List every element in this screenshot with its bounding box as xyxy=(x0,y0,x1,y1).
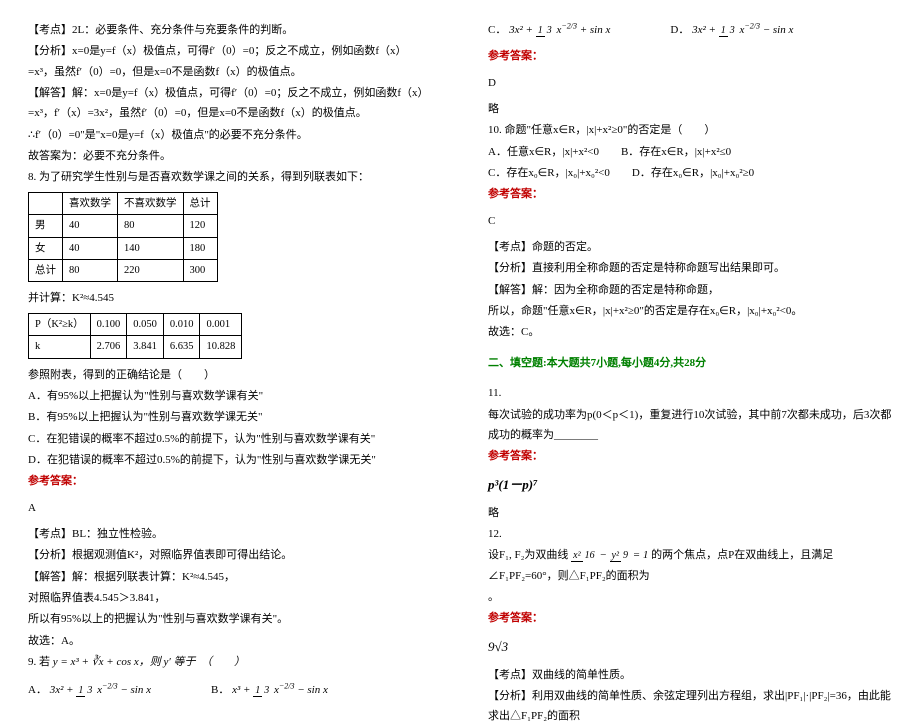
text: 对照临界值表4.545＞3.841， xyxy=(28,588,432,608)
cell: 220 xyxy=(118,260,184,282)
formula: 3x² + 13 x−2/3 − sin x xyxy=(50,684,151,696)
hyperbola-formula: x²16 − y²9 = 1 xyxy=(571,549,651,561)
text: 【考点】BL：独立性检验。 xyxy=(28,524,432,544)
formula: 3x² + 13 x−2/3 + sin x xyxy=(509,24,610,36)
cell: 总计 xyxy=(183,192,217,214)
q9-label: 9. 若 xyxy=(28,656,50,668)
cell: 0.050 xyxy=(127,313,164,335)
q12-blank: 。 xyxy=(488,587,892,607)
question-12: 12. xyxy=(488,524,892,544)
formula: 3x² + 13 x−2/3 − sin x xyxy=(692,24,793,36)
label: B． xyxy=(211,684,229,696)
option-b: B．有95%以上把握认为"性别与喜欢数学课无关" xyxy=(28,407,432,427)
label: C． xyxy=(488,24,506,36)
cell: 10.828 xyxy=(200,336,242,358)
right-column: C． 3x² + 13 x−2/3 + sin x D． 3x² + 13 x−… xyxy=(460,0,920,651)
cell: 140 xyxy=(118,237,184,259)
text: 【解答】解：因为全称命题的否定是特称命题， xyxy=(488,280,892,300)
text: 故选：A。 xyxy=(28,631,432,651)
cell: 不喜欢数学 xyxy=(118,192,184,214)
answer-heading: 参考答案： xyxy=(488,46,892,66)
text: 【分析】利用双曲线的简单性质、余弦定理列出方程组，求出|PF₁|·|PF₂|=3… xyxy=(488,686,892,727)
label: A． xyxy=(28,684,47,696)
text: 【分析】x=0是y=f（x）极值点，可得f′（0）=0；反之不成立，例如函数f（… xyxy=(28,41,432,82)
answer-9: D xyxy=(488,73,892,93)
cell: 40 xyxy=(63,215,118,237)
text: 【考点】2L：必要条件、充分条件与充要条件的判断。 xyxy=(28,20,432,40)
text: 【解答】解：根据列联表计算：K²≈4.545， xyxy=(28,567,432,587)
text: ∴f′（0）=0"是"x=0是y=f（x）极值点"的必要不充分条件。 xyxy=(28,125,432,145)
text: 故选：C。 xyxy=(488,322,892,342)
option-d: D．在犯错误的概率不超过0.5%的前提下，认为"性别与喜欢数学课无关" xyxy=(28,450,432,470)
text: 【分析】根据观测值K²，对照临界值表即可得出结论。 xyxy=(28,545,432,565)
text: 【解答】解：x=0是y=f（x）极值点，可得f′（0）=0；反之不成立，例如函数… xyxy=(28,83,432,124)
cell: 80 xyxy=(63,260,118,282)
answer-11: p³(1－p)⁷ xyxy=(488,473,892,497)
cell: 180 xyxy=(183,237,217,259)
q9-options: A． 3x² + 13 x−2/3 − sin x B． x³ + 13 x−2… xyxy=(28,680,432,700)
cell xyxy=(29,192,63,214)
text: 所以有95%以上的把握认为"性别与喜欢数学课有关"。 xyxy=(28,609,432,629)
cell: 0.001 xyxy=(200,313,242,335)
q9-option-a: A． 3x² + 13 x−2/3 − sin x xyxy=(28,680,151,700)
cell: 男 xyxy=(29,215,63,237)
cell: k xyxy=(29,336,91,358)
section-2-heading: 二、填空题:本大题共7小题,每小题4分,共28分 xyxy=(488,353,892,373)
text: 【分析】直接利用全称命题的否定是特称命题写出结果即可。 xyxy=(488,258,892,278)
cell: 3.841 xyxy=(127,336,164,358)
cell: P（K²≥k） xyxy=(29,313,91,335)
cell: 2.706 xyxy=(90,336,127,358)
text: 略 xyxy=(488,503,892,523)
cell: 120 xyxy=(183,215,217,237)
cell: 6.635 xyxy=(163,336,200,358)
cell: 40 xyxy=(63,237,118,259)
q9-option-c: C． 3x² + 13 x−2/3 + sin x xyxy=(488,20,610,40)
q9-formula: y = x³ + ∛x + cos x，则 y′ 等于 （ ） xyxy=(53,656,245,668)
q10-ab: A．任意x∈R，|x|+x²<0 B．存在x∈R，|x|+x²≤0 xyxy=(488,142,892,162)
answer-10: C xyxy=(488,211,892,231)
answer-12: 9√3 xyxy=(488,635,892,659)
text: 参照附表，得到的正确结论是（ ） xyxy=(28,365,432,385)
table-1: 喜欢数学 不喜欢数学 总计 男 40 80 120 女 40 140 180 总… xyxy=(28,192,218,283)
cell: 80 xyxy=(118,215,184,237)
answer-heading: 参考答案： xyxy=(488,184,892,204)
left-column: 【考点】2L：必要条件、充分条件与充要条件的判断。 【分析】x=0是y=f（x）… xyxy=(0,0,460,651)
option-a: A．有95%以上把握认为"性别与喜欢数学课有关" xyxy=(28,386,432,406)
cell: 女 xyxy=(29,237,63,259)
q9-option-d: D． 3x² + 13 x−2/3 − sin x xyxy=(670,20,793,40)
cell: 0.100 xyxy=(90,313,127,335)
q11-text: 每次试验的成功率为p(0＜p＜1)，重复进行10次试验，其中前7次都未成功，后3… xyxy=(488,405,892,446)
label: D． xyxy=(670,24,689,36)
question-10: 10. 命题"任意x∈R，|x|+x²≥0"的否定是（ ） xyxy=(488,120,892,140)
text: 略 xyxy=(488,99,892,119)
question-9: 9. 若 y = x³ + ∛x + cos x，则 y′ 等于 （ ） xyxy=(28,652,432,672)
text: 并计算：K²≈4.545 xyxy=(28,288,432,308)
table-2: P（K²≥k） 0.100 0.050 0.010 0.001 k 2.706 … xyxy=(28,313,242,359)
option-c: C．在犯错误的概率不超过0.5%的前提下，认为"性别与喜欢数学课有关" xyxy=(28,429,432,449)
answer-8: A xyxy=(28,498,432,518)
cell: 0.010 xyxy=(163,313,200,335)
text: 所以，命题"任意x∈R，|x|+x²≥0"的否定是存在x₀∈R，|x₀|+x₀²… xyxy=(488,301,892,321)
question-11: 11. xyxy=(488,383,892,403)
cell: 300 xyxy=(183,260,217,282)
text: 【考点】双曲线的简单性质。 xyxy=(488,665,892,685)
answer-heading: 参考答案： xyxy=(488,608,892,628)
q9-options-cd: C． 3x² + 13 x−2/3 + sin x D． 3x² + 13 x−… xyxy=(488,20,892,40)
answer-heading: 参考答案： xyxy=(488,446,892,466)
q12-text: 设F₁, F₂为双曲线 x²16 − y²9 = 1 的两个焦点，点P在双曲线上… xyxy=(488,545,892,586)
cell: 总计 xyxy=(29,260,63,282)
text: 故答案为：必要不充分条件。 xyxy=(28,146,432,166)
q12a: 设F₁, F₂为双曲线 xyxy=(488,549,568,561)
q9-option-b: B． x³ + 13 x−2/3 − sin x xyxy=(211,680,328,700)
answer-heading: 参考答案： xyxy=(28,471,432,491)
formula: x³ + 13 x−2/3 − sin x xyxy=(232,684,328,696)
q10-cd: C．存在x₀∈R，|x₀|+x₀²<0 D．存在x₀∈R，|x₀|+x₀²≥0 xyxy=(488,163,892,183)
text: 【考点】命题的否定。 xyxy=(488,237,892,257)
question-8: 8. 为了研究学生性别与是否喜欢数学课之间的关系，得到列联表如下： xyxy=(28,167,432,187)
cell: 喜欢数学 xyxy=(63,192,118,214)
